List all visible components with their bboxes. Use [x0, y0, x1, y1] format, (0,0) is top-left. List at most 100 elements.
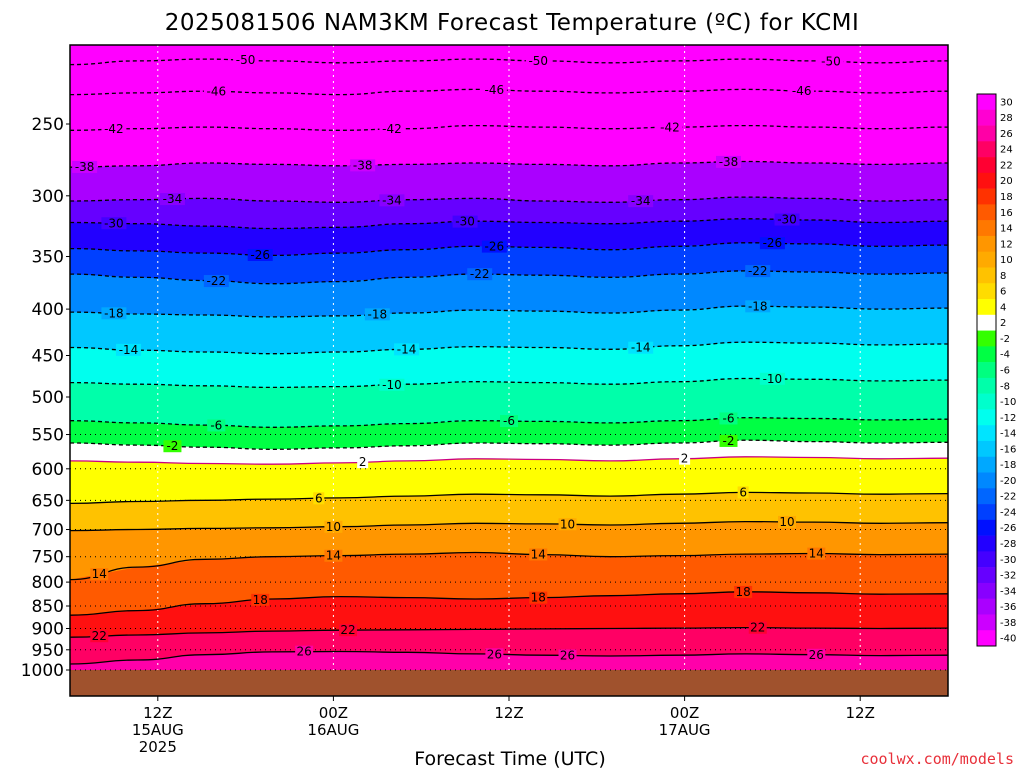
- colorbar-label: -30: [1000, 555, 1016, 566]
- y-tick-label: 450: [32, 347, 64, 367]
- y-tick-label: 500: [32, 388, 64, 408]
- contour-label-bg: [159, 193, 185, 206]
- contour-label: 6: [739, 485, 747, 499]
- contour-line--14: [70, 341, 948, 355]
- colorbar-swatch: [977, 235, 996, 253]
- y-axis: 250 300 350 400 450 500 550 600 650 700 750 800 850 9…: [21, 115, 70, 681]
- colorbar-swatch: [977, 567, 996, 584]
- x-tick-label: 12Z: [143, 704, 172, 722]
- contour-label-bg: [324, 520, 343, 533]
- contour-label-bg: [719, 434, 738, 447]
- colorbar-label: -2: [1000, 334, 1010, 345]
- colorbar-label: 10: [1000, 255, 1013, 266]
- contour-label-bg: [558, 649, 577, 662]
- contour-label: 2: [681, 452, 689, 466]
- contour-label: -18: [104, 306, 124, 320]
- contour-label: -38: [719, 155, 739, 169]
- colorbar-swatch: [977, 220, 996, 237]
- contour-label: 26: [809, 648, 824, 662]
- contour-line-2: [70, 456, 948, 465]
- colorbar-label: 2: [1000, 318, 1006, 329]
- contour-label: -30: [777, 213, 797, 227]
- colorbar-label: -24: [1000, 507, 1016, 518]
- contour-label: 10: [560, 517, 575, 531]
- contour-label-bg: [203, 275, 229, 288]
- contour-label: -46: [792, 84, 812, 98]
- ground-surface: [70, 670, 948, 696]
- contour-label: -18: [367, 307, 387, 321]
- colorbar-swatch: [977, 393, 996, 410]
- contour-label: 18: [531, 591, 546, 605]
- colorbar-swatch: [977, 94, 996, 111]
- colorbar-label: 26: [1000, 129, 1013, 140]
- contour-label-bg: [295, 645, 314, 658]
- contour-label-bg: [101, 217, 127, 230]
- y-tick-label: 900: [32, 620, 64, 640]
- colorbar-label: 6: [1000, 287, 1006, 298]
- contour-label-bg: [379, 378, 405, 391]
- contour-label-bg: [737, 486, 749, 499]
- contour-line--30: [70, 218, 948, 230]
- contour-label: -14: [631, 341, 651, 355]
- contour-label-bg: [807, 547, 826, 560]
- contour-label-bg: [467, 268, 493, 281]
- contour-label-bg: [101, 123, 127, 136]
- contour-label-bg: [90, 630, 109, 643]
- colorbar-label: -40: [1000, 634, 1016, 645]
- colorbar-label: 12: [1000, 239, 1013, 250]
- contour-label: 14: [326, 549, 341, 563]
- contour-label-bg: [500, 415, 518, 428]
- contour-label: -14: [119, 343, 139, 357]
- colorbar-swatch: [977, 582, 996, 599]
- contour-line-22: [70, 626, 948, 638]
- x-tick-label: 16AUG: [307, 721, 359, 739]
- contour-line-26: [70, 650, 948, 665]
- contour-label-bg: [72, 160, 98, 173]
- contour-label-bg: [163, 440, 182, 453]
- contour-line-18: [70, 591, 948, 616]
- contour-label: -26: [763, 236, 783, 250]
- contour-label: 14: [531, 547, 546, 561]
- contour-label-bg: [818, 55, 844, 68]
- contour-label: -34: [382, 193, 402, 207]
- contour-label: 14: [92, 567, 107, 581]
- contour-label-bg: [679, 452, 691, 465]
- contour-label: -10: [382, 378, 402, 392]
- colorbar-label: 28: [1000, 113, 1013, 124]
- contour-label-bg: [90, 568, 109, 581]
- colorbar-swatch: [977, 172, 996, 189]
- contour-label: 10: [779, 515, 794, 529]
- colorbar-label: -18: [1000, 460, 1016, 471]
- contour-label-bg: [807, 648, 826, 661]
- contour-label: -50: [236, 53, 256, 67]
- colorbar-label: -16: [1000, 444, 1016, 455]
- contour-label-bg: [452, 215, 478, 228]
- contour-line-10: [70, 520, 948, 532]
- contour-line--10: [70, 377, 948, 389]
- colorbar-swatch: [977, 141, 996, 158]
- contour-label: 2: [359, 455, 367, 469]
- colorbar-label: 4: [1000, 302, 1006, 313]
- colorbar-frame: [976, 93, 997, 647]
- contour-label-bg: [350, 159, 376, 172]
- contour-label: 26: [487, 647, 502, 661]
- credit-link[interactable]: coolwx.com/models: [860, 750, 1014, 768]
- colorbar: 30 28 26 24 22 20 18 16 14 12 10 8 6 4 2 -2 -4 -6 -8 -10 -12…: [976, 93, 1016, 647]
- colorbar-label: -4: [1000, 350, 1010, 361]
- contour-label-bg: [774, 213, 800, 226]
- contour-label-bg: [525, 54, 551, 67]
- colorbar-swatch: [977, 409, 996, 426]
- contour-label-bg: [379, 194, 405, 207]
- contour-line--26: [70, 242, 948, 257]
- contour-label: -6: [210, 418, 222, 432]
- contour-label-bg: [203, 85, 229, 98]
- y-tick-label: 600: [32, 460, 64, 480]
- colorbar-label: -34: [1000, 586, 1016, 597]
- contour-label: -34: [631, 194, 651, 208]
- contour-label-bg: [759, 237, 785, 250]
- y-tick-label: 950: [32, 641, 64, 661]
- colorbar-label: 22: [1000, 160, 1013, 171]
- contour-label-bg: [116, 343, 142, 356]
- colorbar-swatch: [977, 472, 996, 489]
